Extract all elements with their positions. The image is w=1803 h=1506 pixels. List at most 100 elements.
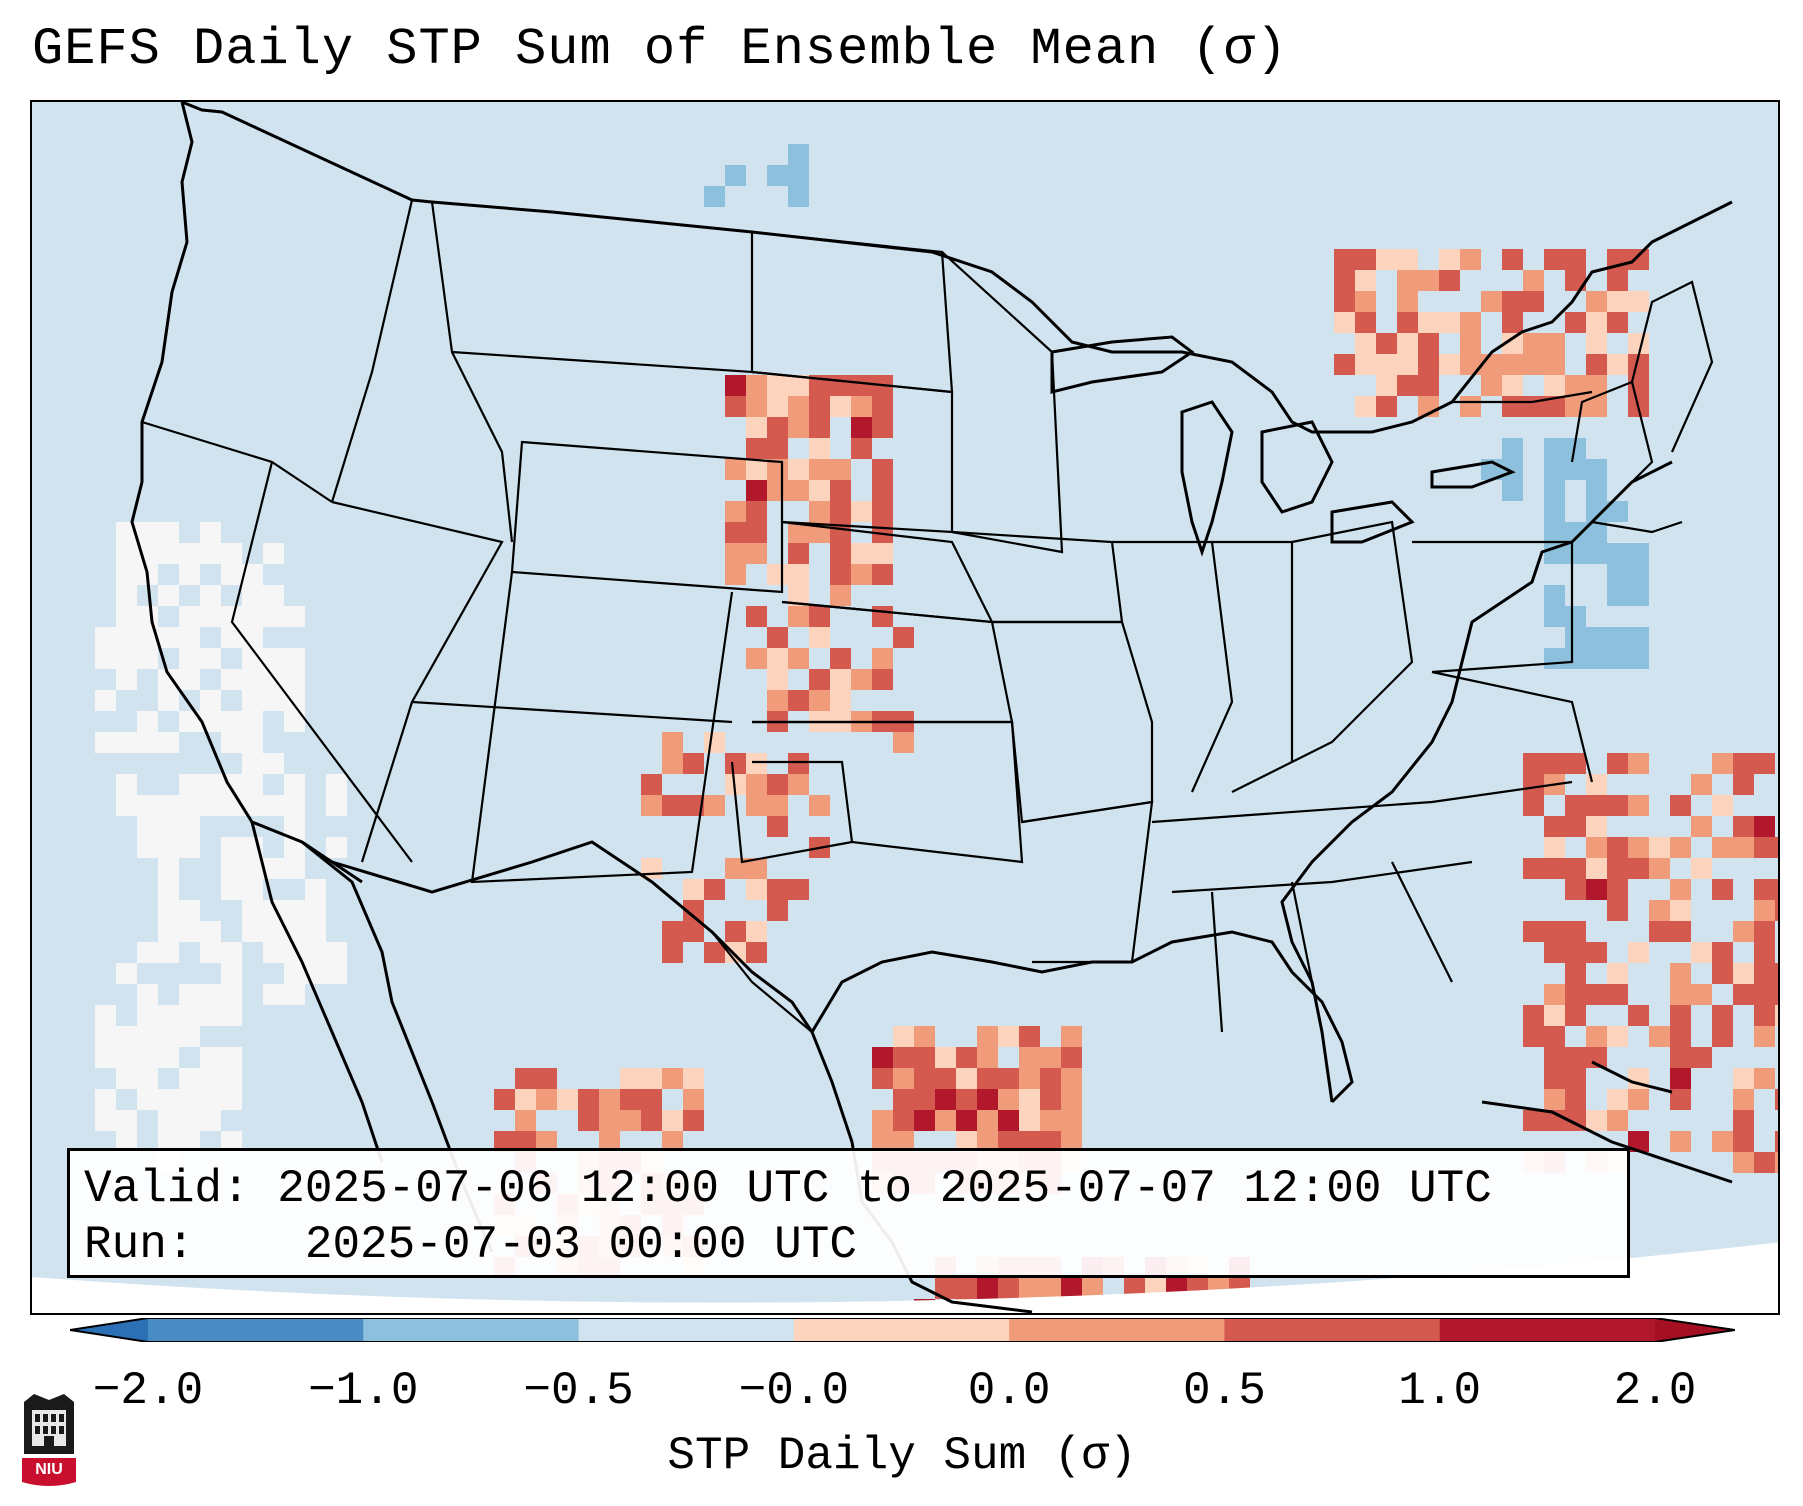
positive-cell [893,627,914,648]
near-zero-cell [242,669,263,690]
colorbar-tick-label: −0.0 [738,1365,850,1417]
state-missouri [992,620,1154,824]
positive-cell [1586,795,1607,816]
positive-cell [998,1068,1019,1089]
positive-cell [1586,1047,1607,1068]
positive-cell [746,753,767,774]
positive-cell [1670,837,1691,858]
positive-cell [1607,291,1628,312]
positive-cell [1586,984,1607,1005]
near-zero-cell [242,879,263,900]
state-arkansas-la [1021,800,1154,964]
gulf-coast-us [810,930,1354,1104]
near-zero-cell [284,648,305,669]
positive-cell [662,1110,683,1131]
positive-cell [1565,375,1586,396]
positive-cell [851,543,872,564]
positive-cell [1544,354,1565,375]
positive-cell [767,900,788,921]
colorbar-segment [793,1318,1010,1342]
positive-cell [1754,816,1775,837]
positive-cell [956,1089,977,1110]
positive-cell [1544,249,1565,270]
positive-cell [1544,1005,1565,1026]
positive-cell [851,669,872,690]
positive-cell [1397,354,1418,375]
positive-cell [809,690,830,711]
positive-cell [1733,1089,1754,1110]
positive-cell [1502,249,1523,270]
positive-cell [788,879,809,900]
positive-cell [1565,795,1586,816]
negative-cell [1502,480,1523,501]
negative-cell [1586,627,1607,648]
pacific-coast [130,102,363,884]
near-zero-cell [95,648,116,669]
negative-cell [1586,480,1607,501]
positive-cell [1607,900,1628,921]
near-zero-cell [263,921,284,942]
near-zero-cell [158,1005,179,1026]
state-line-id-ut [331,500,504,863]
positive-cell [1712,1026,1733,1047]
positive-cell [1334,249,1355,270]
positive-cell [809,396,830,417]
negative-cell [1565,459,1586,480]
positive-cell [1523,1026,1544,1047]
positive-cell [767,396,788,417]
negative-cell [704,186,725,207]
positive-cell [1418,270,1439,291]
positive-cell [746,879,767,900]
positive-cell [1523,291,1544,312]
positive-cell [767,690,788,711]
positive-cell [1733,1152,1754,1173]
near-zero-cell [200,921,221,942]
positive-cell [851,438,872,459]
positive-cell [767,564,788,585]
near-zero-cell [137,1026,158,1047]
positive-cell [1502,396,1523,417]
positive-cell [725,375,746,396]
near-zero-cell [179,627,200,648]
positive-cell [956,1047,977,1068]
positive-cell [851,564,872,585]
near-zero-cell [116,774,137,795]
near-zero-cell [284,606,305,627]
positive-cell [788,543,809,564]
colorbar-segment [148,1318,364,1342]
positive-cell [662,795,683,816]
near-zero-cell [179,543,200,564]
near-zero-cell [326,774,347,795]
positive-cell [641,1110,662,1131]
near-zero-cell [116,1110,137,1131]
positive-cell [1691,858,1712,879]
positive-cell [1586,879,1607,900]
negative-cell [1565,543,1586,564]
near-zero-cell [221,711,242,732]
near-zero-cell [116,627,137,648]
positive-cell [956,1068,977,1089]
near-zero-areas [95,522,347,1173]
positive-cell [1418,333,1439,354]
positive-cell [767,417,788,438]
positive-cell [767,627,788,648]
near-zero-cell [137,606,158,627]
positive-cell [1754,984,1775,1005]
positive-cell [1565,879,1586,900]
positive-cell [1565,1005,1586,1026]
positive-cell [1628,942,1649,963]
positive-cell [872,1110,893,1131]
positive-cell [746,648,767,669]
positive-cell [767,669,788,690]
positive-cell [641,1089,662,1110]
near-zero-cell [116,732,137,753]
positive-cell [1733,1110,1754,1131]
near-zero-cell [263,753,284,774]
positive-cell [1376,354,1397,375]
near-zero-cell [200,1005,221,1026]
map-panel [30,100,1780,1315]
positive-cell [1376,396,1397,417]
colorbar-segment [363,1318,580,1342]
negative-cell [1607,501,1628,522]
positive-cell [1775,1005,1778,1026]
